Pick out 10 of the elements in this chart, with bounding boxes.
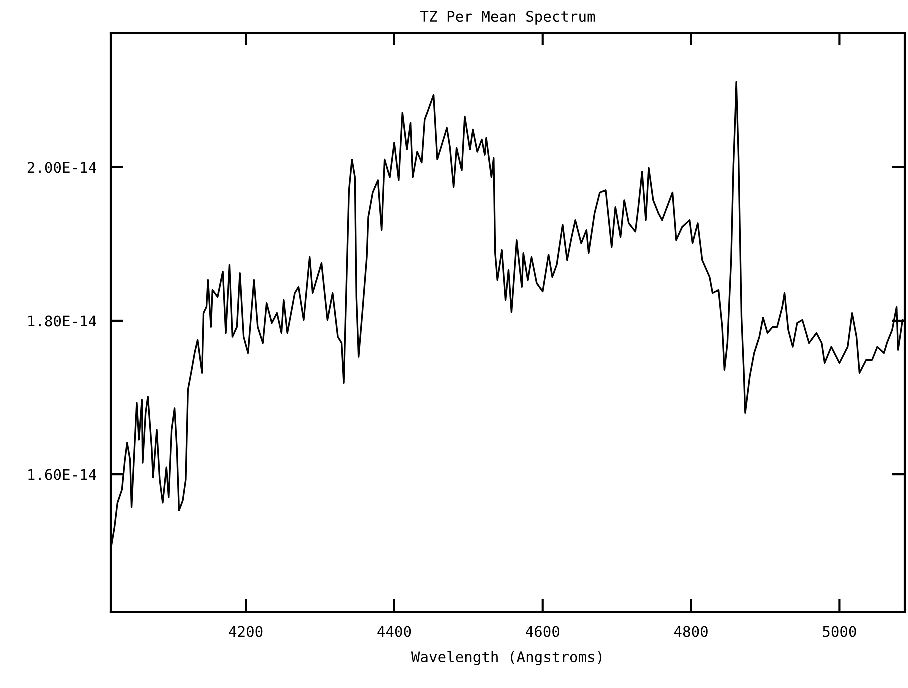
x-tick-label: 4400 <box>378 626 412 638</box>
x-tick-label: 4800 <box>674 626 708 638</box>
chart-title: TZ Per Mean Spectrum <box>420 11 596 25</box>
y-tick-label: 1.60E-14 <box>28 469 96 480</box>
x-tick-label: 4600 <box>526 626 560 638</box>
x-axis-title: Wavelength (Angstroms) <box>411 651 602 666</box>
x-tick-label: 5000 <box>823 626 856 638</box>
x-tick-label: 4200 <box>229 626 263 638</box>
y-tick-label: 2.00E-14 <box>28 162 96 174</box>
y-tick-label: 1.80E-14 <box>28 316 96 327</box>
